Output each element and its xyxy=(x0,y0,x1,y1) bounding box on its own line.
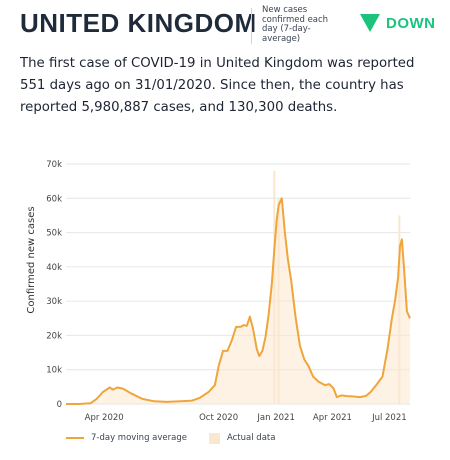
x-tick-label: Jul 2021 xyxy=(371,413,407,423)
y-axis-ticks: 0 10k 20k 30k 40k 50k 60k 70k xyxy=(46,160,62,410)
trend-label: DOWN xyxy=(386,15,436,32)
header-divider xyxy=(251,8,252,44)
y-tick-label: 10k xyxy=(46,366,62,376)
y-tick-label: 50k xyxy=(46,229,62,239)
x-tick-label: Jan 2021 xyxy=(256,413,294,423)
x-tick-label: Apr 2021 xyxy=(313,413,352,423)
y-tick-label: 20k xyxy=(46,331,62,341)
summary-text: The first case of COVID-19 in United Kin… xyxy=(20,56,415,115)
x-axis-ticks: Apr 2020 Oct 2020 Jan 2021 Apr 2021 Jul 2021 xyxy=(85,413,407,423)
x-tick-label: Oct 2020 xyxy=(199,413,238,423)
legend-line-swatch xyxy=(66,437,84,439)
metric-description: New cases confirmed each day (7-day-aver… xyxy=(262,5,329,44)
chart-legend: 7-day moving average Actual data xyxy=(66,430,275,446)
legend-bar-label: Actual data xyxy=(226,433,276,443)
y-axis-label: Confirmed new cases xyxy=(26,206,37,313)
country-title: UNITED KINGDOM xyxy=(20,8,257,38)
legend-line-label: 7-day moving average xyxy=(91,433,187,443)
y-tick-label: 70k xyxy=(46,160,62,170)
y-tick-label: 30k xyxy=(46,297,62,307)
y-tick-label: 0 xyxy=(57,400,62,410)
moving-average-area xyxy=(66,198,410,404)
y-tick-label: 60k xyxy=(46,194,62,204)
header: UNITED KINGDOM New cases confirmed each … xyxy=(20,5,440,46)
y-tick-label: 40k xyxy=(46,263,62,273)
cases-chart: 0 10k 20k 30k 40k 50k 60k 70k Apr 2020 Oct 2020 J… xyxy=(26,160,411,423)
x-tick-label: Apr 2020 xyxy=(85,413,124,423)
moving-average-line xyxy=(66,197,411,405)
trend-down-icon xyxy=(360,14,380,32)
legend-bar-swatch xyxy=(208,432,220,444)
